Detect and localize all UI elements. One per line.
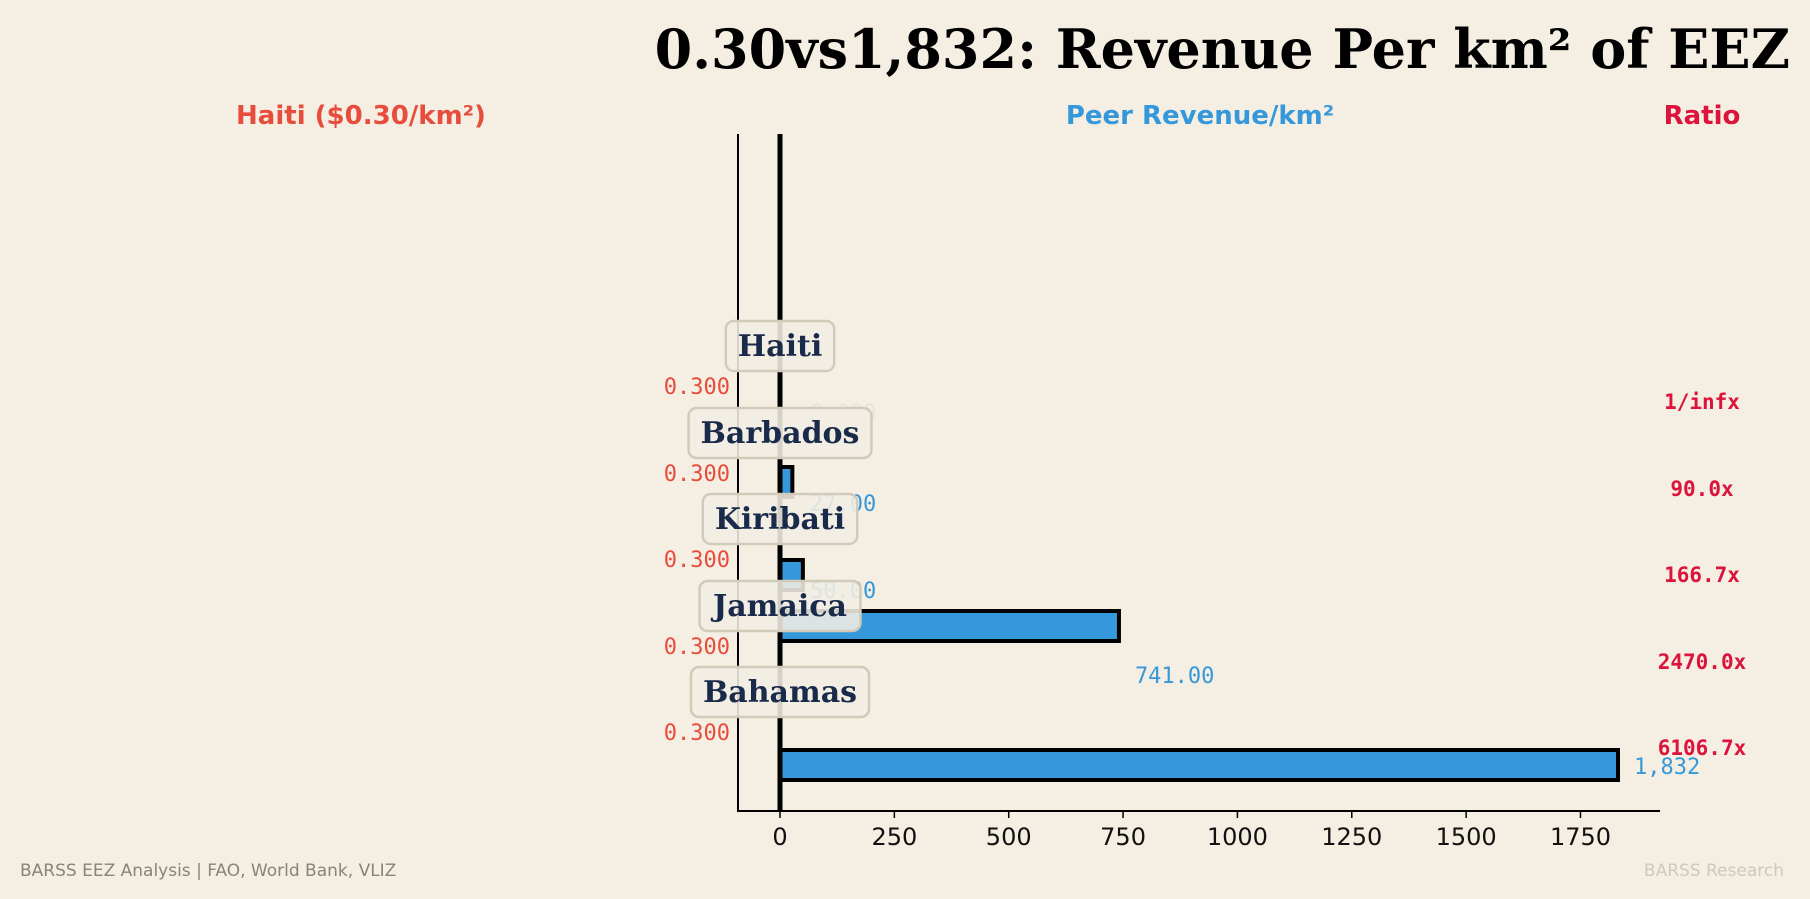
haiti-value-label: 0.300 bbox=[664, 375, 730, 400]
country-label-box bbox=[689, 665, 871, 719]
x-tick-label: 1250 bbox=[1321, 823, 1382, 851]
country-name: Jamaica bbox=[710, 589, 847, 624]
ratio-label: 2470.0x bbox=[1658, 650, 1747, 674]
country-label-box bbox=[724, 319, 836, 373]
x-tick-label: 1500 bbox=[1436, 823, 1497, 851]
haiti-value-label: 0.300 bbox=[664, 548, 730, 573]
ratio-column-header: Ratio bbox=[1664, 101, 1741, 131]
country-name: Barbados bbox=[701, 416, 860, 451]
haiti-value-label: 0.300 bbox=[664, 721, 730, 746]
footer-source: BARSS EEZ Analysis | FAO, World Bank, VL… bbox=[20, 861, 396, 881]
x-tick-label: 750 bbox=[1100, 823, 1146, 851]
country-label-box bbox=[701, 492, 859, 546]
country-label-box bbox=[687, 406, 873, 460]
country-label-box bbox=[698, 579, 862, 633]
ratio-label: 166.7x bbox=[1664, 563, 1740, 587]
country-name: Haiti bbox=[738, 329, 822, 364]
country-name: Bahamas bbox=[703, 675, 857, 710]
haiti-value-label: 0.300 bbox=[664, 635, 730, 660]
chart-title: 0.30vs1,832: Revenue Per km² of EEZ bbox=[655, 17, 1790, 81]
haiti-value-label: 0.300 bbox=[664, 462, 730, 487]
x-tick-label: 500 bbox=[986, 823, 1032, 851]
x-tick-label: 0 bbox=[772, 823, 787, 851]
x-tick-label: 250 bbox=[871, 823, 917, 851]
peer-value-label: 1,832 bbox=[1634, 755, 1700, 780]
country-label-kiribati: Kiribati bbox=[701, 492, 859, 546]
x-tick-label: 1750 bbox=[1550, 823, 1611, 851]
country-label-bahamas: Bahamas bbox=[689, 665, 871, 719]
ratio-labels-layer: 1/infx 90.0x 166.7x 2470.0x 6106.7x bbox=[1658, 390, 1747, 760]
peer-column-header: Peer Revenue/km² bbox=[1066, 101, 1334, 131]
ratio-label: 1/infx bbox=[1664, 390, 1740, 414]
ratio-label: 90.0x bbox=[1670, 477, 1734, 501]
peer-value-label: 741.00 bbox=[1135, 664, 1214, 689]
peer-bar-bahamas bbox=[778, 748, 1620, 782]
footer-watermark: BARSS Research bbox=[1644, 861, 1784, 881]
haiti-column-header: Haiti ($0.30/km²) bbox=[236, 101, 486, 131]
country-labels-layer: Haiti Barbados Kiribati Jamaica Bahamas bbox=[687, 319, 873, 719]
ratio-label: 6106.7x bbox=[1658, 736, 1747, 760]
country-label-barbados: Barbados bbox=[687, 406, 873, 460]
country-label-haiti: Haiti bbox=[724, 319, 836, 373]
country-name: Kiribati bbox=[715, 502, 845, 537]
country-label-jamaica: Jamaica bbox=[698, 579, 862, 633]
x-axis-ticks: 0 250 500 750 1000 1250 1500 1750 bbox=[772, 811, 1611, 851]
x-tick-label: 1000 bbox=[1207, 823, 1268, 851]
